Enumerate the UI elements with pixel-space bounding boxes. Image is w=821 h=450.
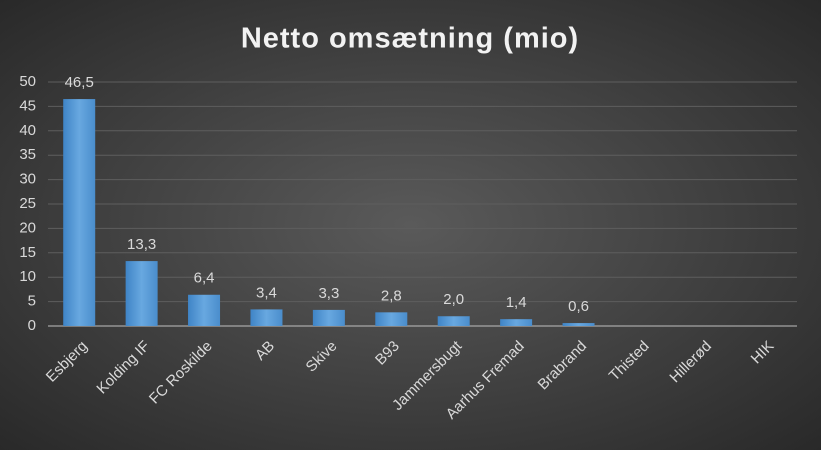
- value-label: 6,4: [194, 270, 215, 287]
- y-tick-label: 30: [19, 171, 36, 188]
- bar: [562, 323, 595, 326]
- value-label: 2,8: [381, 287, 402, 304]
- bar: [312, 309, 345, 326]
- y-tick-label: 5: [28, 293, 36, 310]
- value-label: 13,3: [127, 236, 156, 253]
- y-tick-label: 0: [28, 317, 36, 334]
- y-tick-label: 20: [19, 219, 36, 236]
- value-label: 3,3: [318, 285, 339, 302]
- y-tick-label: 10: [19, 268, 36, 285]
- bar: [125, 261, 158, 326]
- y-tick-label: 40: [19, 122, 36, 139]
- value-label: 2,0: [443, 291, 464, 308]
- bar: [437, 316, 470, 326]
- chart-title: Netto omsætning (mio): [241, 23, 579, 55]
- bar: [500, 319, 533, 326]
- value-label: 1,4: [506, 294, 527, 311]
- value-label: 46,5: [65, 74, 94, 91]
- y-tick-label: 35: [19, 146, 36, 163]
- value-label: 0,6: [568, 298, 589, 315]
- bar: [63, 99, 96, 326]
- y-tick-label: 50: [19, 73, 36, 90]
- y-tick-label: 25: [19, 195, 36, 212]
- value-label: 3,4: [256, 284, 277, 301]
- bar: [188, 294, 221, 326]
- bar: [375, 312, 408, 326]
- y-tick-label: 45: [19, 97, 36, 114]
- bar: [250, 309, 283, 326]
- y-tick-label: 15: [19, 244, 36, 261]
